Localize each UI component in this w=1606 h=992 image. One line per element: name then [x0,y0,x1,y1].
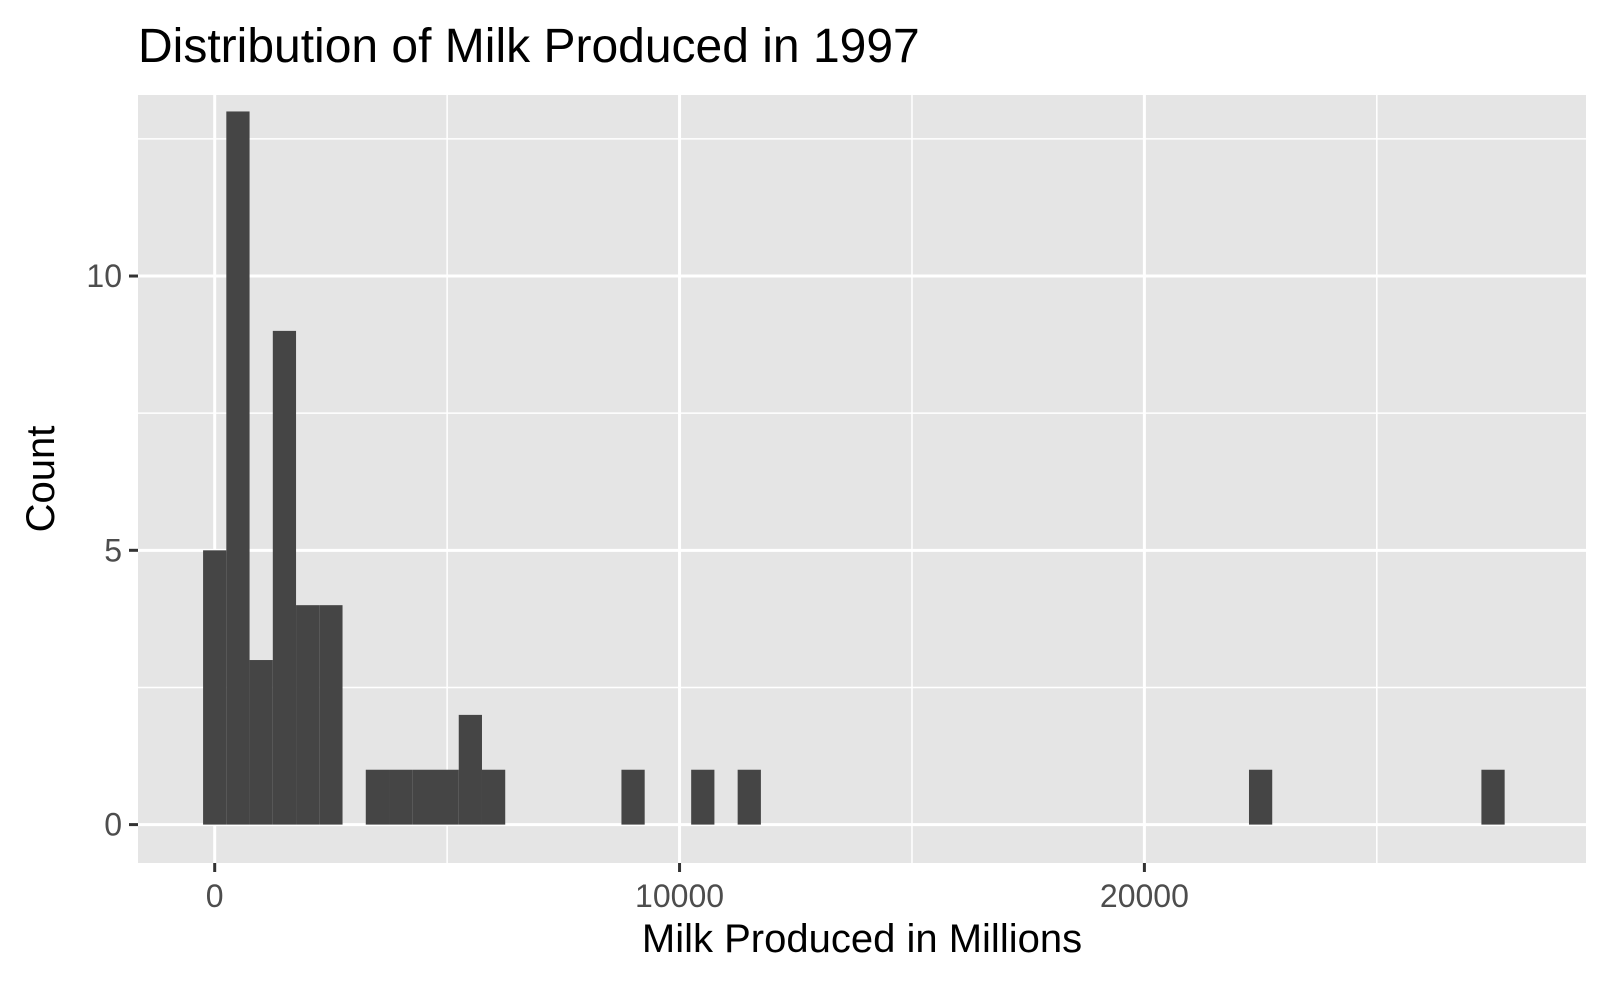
histogram-bar [481,769,506,825]
bars [203,111,1505,825]
histogram-bar [272,330,297,825]
y-axis-title: Count [19,426,63,533]
histogram-bar [412,769,436,825]
histogram-bar [1248,769,1273,825]
minor-gridlines [138,95,1586,863]
histogram-bar [203,550,227,825]
x-tick-label: 20000 [1100,878,1189,914]
histogram-bar [226,111,250,825]
histogram-bar [737,769,761,825]
histogram-bar [458,714,482,825]
y-tick-label: 10 [86,258,122,294]
y-tick-label: 0 [104,807,122,843]
histogram-bar [389,769,413,825]
y-tick-label: 5 [104,532,122,568]
histogram-bar [621,769,645,825]
x-axis-ticks: 0 10000 20000 [206,863,1189,914]
histogram-bar [249,660,273,825]
histogram-bar [319,605,343,825]
y-axis-ticks: 0 5 10 [86,258,138,843]
histogram-bar [691,769,715,825]
histogram-bar [1481,769,1505,825]
chart-title: Distribution of Milk Produced in 1997 [138,20,920,73]
plot-panel [138,95,1586,863]
x-tick-label: 10000 [635,878,724,914]
histogram-bar [365,769,390,825]
histogram-bar [435,769,459,825]
x-axis-title: Milk Produced in Millions [642,917,1082,961]
histogram-bar [296,605,320,825]
x-tick-label: 0 [206,878,224,914]
